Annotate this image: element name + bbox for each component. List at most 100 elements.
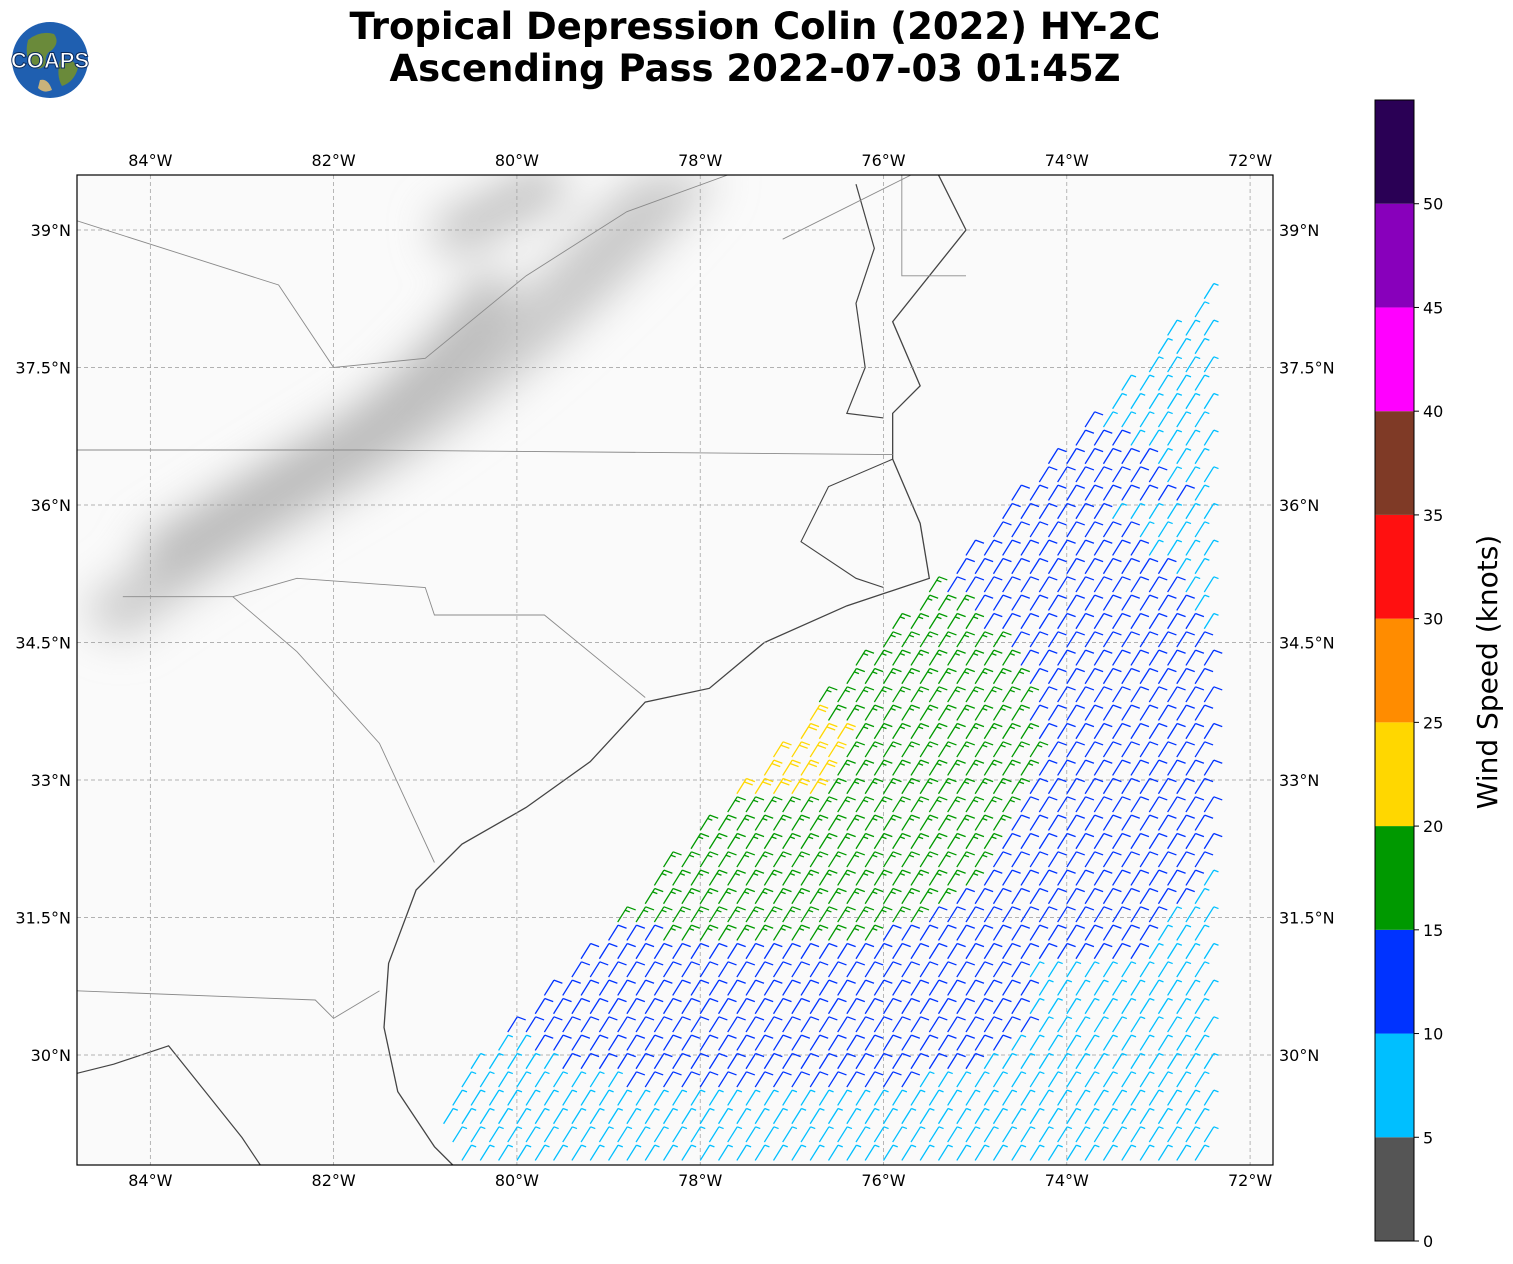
wind-barb	[1203, 759, 1223, 776]
wind-barb	[937, 667, 957, 685]
wind-barb	[837, 722, 856, 740]
wind-barb	[928, 722, 948, 740]
wind-barb	[1112, 1089, 1128, 1106]
wind-barb	[1102, 484, 1122, 501]
wind-barb	[818, 1052, 838, 1070]
wind-barb	[1167, 539, 1183, 556]
wind-barb	[1203, 1052, 1219, 1070]
wind-barb	[763, 796, 783, 813]
wind-barb	[1029, 704, 1049, 721]
wind-barb	[1112, 796, 1131, 813]
wind-barb	[1066, 704, 1085, 721]
wind-barb	[937, 1071, 953, 1088]
wind-barb	[1093, 539, 1113, 556]
colorbar-tick-label: 30	[1423, 610, 1443, 629]
lon-tick-label-bottom: 72°W	[1228, 1171, 1272, 1190]
wind-barb	[855, 906, 875, 923]
wind-barb	[543, 979, 563, 996]
wind-barb	[974, 887, 994, 905]
wind-barb	[1011, 667, 1031, 685]
wind-barb	[937, 1034, 957, 1051]
colorbar-frame	[1374, 99, 1415, 1242]
wind-barb	[882, 631, 902, 648]
wind-barb	[736, 1034, 756, 1051]
wind-barb	[919, 961, 939, 978]
wind-barb	[1167, 429, 1183, 446]
wind-barb	[827, 924, 847, 941]
wind-barb	[1002, 1126, 1018, 1143]
wind-barb	[1038, 942, 1058, 960]
wind-barb	[1194, 631, 1214, 648]
wind-barb	[1047, 1034, 1063, 1051]
wind-barb	[800, 1089, 816, 1106]
wind-barb	[892, 832, 911, 850]
wind-barb	[1157, 667, 1177, 685]
wind-barb	[1057, 832, 1076, 850]
wind-barb	[1121, 814, 1140, 831]
wind-barb	[910, 979, 930, 996]
wind-barb	[644, 997, 664, 1015]
wind-barb	[1112, 539, 1131, 556]
wind-barb	[846, 924, 866, 941]
wind-barb	[1121, 1071, 1137, 1088]
colorbar-label: Wind Speed (knots)	[1471, 535, 1504, 809]
wind-barb	[1038, 502, 1058, 520]
wind-barb	[873, 649, 893, 666]
wind-barb	[947, 576, 966, 593]
wind-barb	[1185, 612, 1205, 630]
wind-barb	[1057, 576, 1076, 593]
wind-barb	[626, 1107, 642, 1125]
wind-barb	[992, 667, 1012, 685]
wind-barb	[699, 924, 719, 941]
wind-barb	[580, 979, 600, 996]
wind-barb	[1157, 924, 1173, 941]
wind-barb	[662, 997, 682, 1015]
wind-barb	[672, 1126, 688, 1143]
wind-barb	[864, 1071, 884, 1088]
wind-barb	[1194, 1071, 1210, 1088]
wind-barb	[1121, 1034, 1137, 1051]
wind-barb	[580, 1126, 596, 1143]
wind-barb	[1102, 851, 1122, 868]
wind-barb	[635, 1126, 651, 1143]
wind-barb	[956, 851, 976, 868]
lat-tick-label-left: 39°N	[31, 221, 71, 240]
wind-barb	[1084, 631, 1104, 648]
wind-barb	[534, 1071, 550, 1088]
wind-barb	[617, 979, 636, 996]
wind-barb	[1066, 814, 1085, 831]
lat-tick-label-left: 30°N	[31, 1046, 71, 1065]
wind-barb	[452, 1126, 468, 1143]
wind-barb	[1176, 631, 1195, 648]
wind-barb	[809, 704, 829, 721]
wind-barb	[1011, 887, 1031, 905]
wind-barb	[1139, 961, 1155, 978]
wind-barb	[983, 1126, 999, 1143]
wind-barb	[1203, 502, 1219, 520]
wind-barb	[1194, 924, 1210, 941]
wind-barb	[1139, 484, 1159, 501]
wind-barb	[1084, 851, 1104, 868]
wind-barb	[1066, 667, 1085, 685]
wind-barb	[1020, 502, 1040, 520]
wind-barb	[1185, 466, 1201, 483]
wind-barb	[1020, 832, 1040, 850]
wind-barb	[1102, 924, 1122, 941]
wind-barb	[928, 1052, 948, 1070]
wind-barb	[727, 869, 746, 886]
colorbar-tick-label: 10	[1423, 1025, 1443, 1044]
wind-barb	[882, 777, 902, 795]
wind-barb	[892, 759, 911, 776]
wind-barb	[1148, 576, 1168, 593]
wind-barb	[635, 1052, 655, 1070]
colorbar: 0 5 10 15 20 25 30 35 40 45 50 Wind Speed (knots)	[1374, 99, 1504, 1251]
wind-barb	[864, 777, 884, 795]
wind-barb	[1047, 521, 1067, 538]
wind-barb	[1011, 521, 1031, 538]
wind-barb	[837, 869, 856, 886]
wind-barb	[919, 594, 939, 611]
wind-barb	[983, 942, 1003, 960]
wind-barb	[1066, 484, 1085, 501]
wind-barb	[1176, 1144, 1192, 1161]
wind-barb	[892, 1052, 911, 1070]
